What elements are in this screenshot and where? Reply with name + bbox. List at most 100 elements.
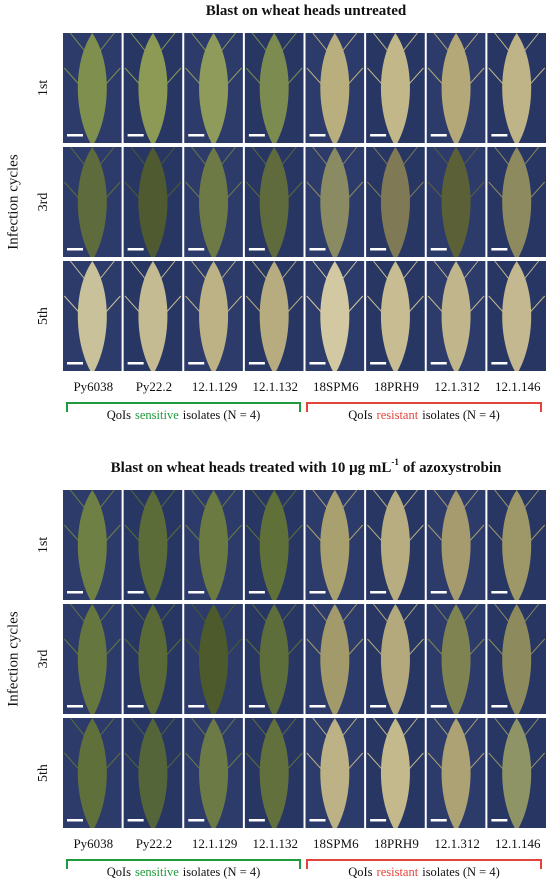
scale-bar [248,248,265,251]
wheat-head [320,604,350,714]
wheat-awns [306,260,364,317]
wheat-awns [185,260,242,317]
wheat-awns [185,489,242,546]
isolate-label: 18SPM6 [313,379,359,394]
row-label: 3rd [36,193,51,212]
group-suffix: isolates (N = 4) [183,865,261,879]
isolate-label: 12.1.132 [252,379,298,394]
wheat-awns [367,717,424,774]
wheat-awns [124,603,182,660]
isolate-label: Py22.2 [136,836,172,851]
wheat-head [138,147,168,257]
scale-bar [127,248,144,251]
wheat-head [199,33,229,143]
group-prefix: QoIs [348,865,372,879]
isolate-label: 18PRH9 [374,379,419,394]
group-keyword: resistant [377,865,419,879]
scale-bar [67,362,83,365]
wheat-awns [63,489,121,546]
scale-bar [188,362,205,365]
wheat-head [259,718,289,828]
title-end: of azoxystrobin [403,460,502,476]
group-label: QoIs sensitive isolates (N = 4) [107,408,261,422]
isolate-label: 18PRH9 [374,836,419,851]
group-keyword: resistant [377,408,419,422]
title-text: Blast on wheat heads treated with 10 μg … [111,460,392,476]
isolate-label: 12.1.146 [495,379,541,394]
scale-bar [188,705,205,708]
isolate-label: 12.1.146 [495,836,541,851]
wheat-awns [124,717,182,774]
panel: Blast on wheat heads treated with 10 μg … [5,457,546,879]
wheat-awns [306,603,364,660]
row-label: 1st [36,80,51,96]
group-label: QoIs sensitive isolates (N = 4) [107,865,261,879]
wheat-head [77,33,107,143]
wheat-head [77,490,107,600]
scale-bar [491,591,508,594]
wheat-head [441,147,471,257]
wheat-head [259,490,289,600]
wheat-awns [124,146,182,203]
wheat-awns [306,146,364,203]
wheat-awns [427,603,485,660]
scale-bar [127,134,144,137]
wheat-head [199,718,229,828]
wheat-head [138,718,168,828]
wheat-awns [63,146,121,203]
scale-bar [67,134,83,137]
scale-bar [188,248,205,251]
scale-bar [430,819,447,822]
wheat-awns [245,260,303,317]
wheat-awns [488,260,546,317]
wheat-head [502,718,532,828]
wheat-awns [306,489,364,546]
wheat-head [138,33,168,143]
wheat-awns [63,717,121,774]
wheat-awns [245,32,303,89]
scale-bar [248,705,265,708]
scale-bar [127,819,144,822]
row-label: 5th [36,764,51,782]
isolate-label: 12.1.312 [434,379,480,394]
wheat-awns [488,603,546,660]
wheat-head [199,604,229,714]
scale-bar [370,591,387,594]
scale-bar [309,591,326,594]
isolate-label: Py22.2 [136,379,172,394]
wheat-head [441,33,471,143]
wheat-head [259,147,289,257]
wheat-awns [367,489,424,546]
panel-title: Blast on wheat heads treated with 10 μg … [111,457,502,476]
wheat-head [441,261,471,371]
row-label: 3rd [36,650,51,669]
scale-bar [309,362,326,365]
title-text: Blast on wheat heads untreated [206,3,407,19]
wheat-head [502,261,532,371]
wheat-head [380,33,410,143]
panel: Blast on wheat heads untreated Infection … [5,3,546,422]
group-prefix: QoIs [107,865,131,879]
wheat-head [138,261,168,371]
group-bracket [66,859,301,869]
wheat-head [380,147,410,257]
wheat-awns [185,32,242,89]
scale-bar [491,134,508,137]
wheat-awns [367,146,424,203]
scale-bar [248,362,265,365]
wheat-head [138,490,168,600]
scale-bar [309,134,326,137]
wheat-awns [245,603,303,660]
wheat-awns [306,717,364,774]
wheat-head [502,147,532,257]
scale-bar [309,705,326,708]
wheat-awns [124,32,182,89]
wheat-head [259,604,289,714]
scale-bar [67,705,83,708]
scale-bar [248,819,265,822]
wheat-awns [63,260,121,317]
scale-bar [309,819,326,822]
y-axis-label: Infection cycles [5,611,21,707]
wheat-awns [185,717,242,774]
